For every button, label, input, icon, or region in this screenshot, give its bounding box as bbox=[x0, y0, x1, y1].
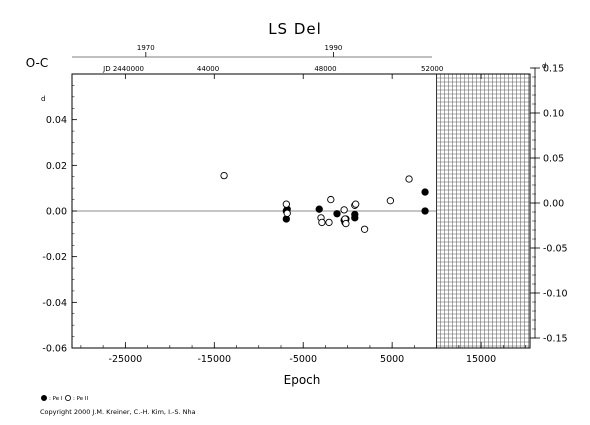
right-tick-label: 0.15 bbox=[543, 64, 564, 75]
year-label: 1990 bbox=[325, 44, 343, 52]
jd-label: 44000 bbox=[197, 65, 219, 73]
data-point-pe1 bbox=[421, 207, 429, 215]
data-point-pe2 bbox=[386, 197, 395, 205]
year-label: 1970 bbox=[137, 44, 155, 52]
x-tick-label: -5000 bbox=[289, 354, 317, 365]
y-tick-label: 0.00 bbox=[46, 207, 67, 218]
data-point-pe2 bbox=[340, 206, 348, 214]
data-point-pe2 bbox=[352, 200, 360, 208]
x-tick-label: 5000 bbox=[380, 354, 404, 365]
x-tick-label: -25000 bbox=[109, 354, 143, 365]
right-tick-label: -0.10 bbox=[543, 289, 568, 300]
data-point-pe2 bbox=[283, 209, 291, 217]
data-point-pe1 bbox=[421, 188, 429, 196]
right-tick-label: 0.10 bbox=[543, 109, 564, 120]
data-point-pe2 bbox=[327, 195, 335, 204]
hatched-future-region bbox=[436, 74, 530, 348]
legend: : Pe I : Pe II bbox=[41, 394, 88, 402]
data-point-pe2 bbox=[342, 219, 350, 228]
data-point-pe2 bbox=[282, 200, 290, 208]
y-tick-label: 0.02 bbox=[46, 161, 67, 172]
jd-label: 52000 bbox=[421, 65, 443, 73]
x-axis-title: Epoch bbox=[284, 373, 321, 387]
right-tick-label: 0.00 bbox=[543, 199, 564, 210]
x-tick-label: -15000 bbox=[197, 354, 231, 365]
data-point-pe2 bbox=[360, 225, 369, 233]
data-point-pe2 bbox=[405, 175, 413, 183]
legend-label-pe1: : Pe I bbox=[49, 396, 63, 402]
copyright-note: Copyright 2000 J.M. Kreiner, C.-H. Kim, … bbox=[40, 408, 196, 416]
y-tick-label: -0.06 bbox=[42, 344, 67, 355]
left-unit-mark: d bbox=[41, 95, 45, 103]
legend-marker-open bbox=[65, 394, 72, 401]
right-unit-mark: d bbox=[542, 62, 546, 70]
right-tick-label: -0.15 bbox=[543, 334, 568, 345]
data-point-pe1 bbox=[351, 214, 359, 222]
x-tick-label: 15000 bbox=[466, 354, 496, 365]
y-tick-label: -0.04 bbox=[42, 298, 67, 309]
y-tick-label: -0.02 bbox=[42, 252, 67, 263]
data-point-pe1 bbox=[315, 205, 323, 213]
legend-marker-filled bbox=[41, 394, 48, 401]
chart-title: LS Del bbox=[268, 20, 322, 38]
plot-area: -25000 -15000 -5000 5000 15000 -0.06 -0.04 -0.0… bbox=[42, 44, 567, 365]
y-axis-title: O-C bbox=[26, 56, 49, 70]
data-point-pe2 bbox=[325, 218, 333, 227]
right-tick-label: 0.05 bbox=[543, 154, 564, 165]
jd-label: JD 2440000 bbox=[102, 65, 144, 73]
y-tick-label: 0.04 bbox=[46, 115, 67, 126]
legend-label-pe2: : Pe II bbox=[73, 396, 88, 402]
data-point-pe2 bbox=[318, 218, 326, 227]
data-point-pe2 bbox=[220, 171, 228, 180]
right-tick-label: -0.05 bbox=[543, 244, 568, 255]
jd-label: 48000 bbox=[314, 65, 336, 73]
data-point-pe1 bbox=[333, 210, 341, 218]
